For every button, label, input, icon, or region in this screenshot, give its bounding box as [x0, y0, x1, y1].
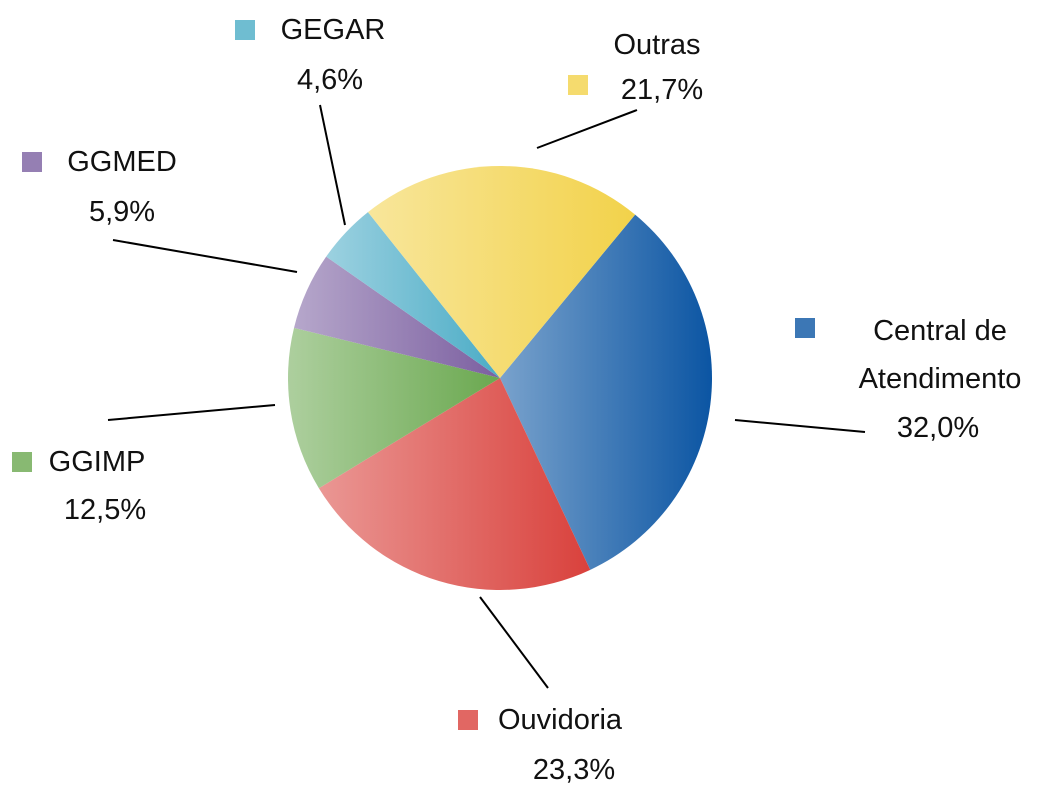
- legend-swatch: [12, 452, 32, 472]
- value-label: 21,7%: [620, 74, 704, 106]
- pie-slice: [318, 378, 591, 591]
- value-label: 5,9%: [88, 196, 156, 228]
- legend-swatch: [22, 152, 42, 172]
- category-label: Ouvidoria: [497, 704, 623, 736]
- category-label: GEGAR: [280, 14, 386, 46]
- pie-slice: [500, 214, 713, 570]
- category-label: GGMED: [67, 146, 177, 178]
- leader-line: [112, 239, 298, 273]
- value-label: 32,0%: [896, 412, 980, 444]
- leader-line: [536, 109, 638, 149]
- pie-slice: [367, 166, 636, 378]
- pie-slice: [294, 256, 500, 378]
- leader-line: [734, 419, 866, 433]
- legend-swatch: [458, 710, 478, 730]
- legend-swatch: [795, 318, 815, 338]
- leader-line: [107, 404, 276, 421]
- value-label: 4,6%: [296, 64, 364, 96]
- pie-slice: [326, 212, 500, 378]
- category-label: Outras: [613, 29, 701, 61]
- value-label: 23,3%: [532, 754, 616, 785]
- category-label: Central de Atendimento: [858, 315, 1022, 395]
- leader-line: [319, 104, 346, 226]
- pie-slice: [287, 327, 500, 489]
- legend-swatch: [568, 75, 588, 95]
- value-label: 12,5%: [63, 494, 147, 526]
- legend-swatch: [235, 20, 255, 40]
- category-label: GGIMP: [48, 446, 146, 478]
- leader-line: [479, 596, 549, 689]
